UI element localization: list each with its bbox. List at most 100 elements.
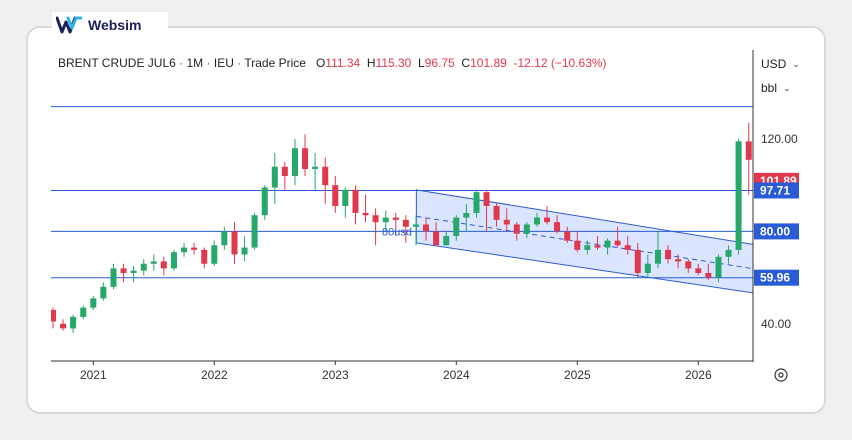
candle[interactable]: [261, 185, 268, 220]
candle[interactable]: [322, 157, 329, 204]
candle[interactable]: [735, 139, 742, 255]
interval-label[interactable]: 1M: [186, 56, 204, 70]
candle[interactable]: [181, 242, 188, 257]
y-tick-label: 40.00: [761, 317, 791, 331]
plot-area[interactable]: 80usd: [50, 106, 762, 334]
candle[interactable]: [171, 249, 177, 271]
candle[interactable]: [413, 215, 419, 246]
candle[interactable]: [665, 245, 672, 264]
candle[interactable]: [271, 152, 278, 204]
candle[interactable]: [130, 266, 137, 283]
candle[interactable]: [80, 305, 87, 320]
candle-body: [624, 245, 631, 250]
symbol-name[interactable]: BRENT CRUDE JUL6: [58, 56, 176, 70]
candle[interactable]: [150, 254, 157, 271]
currency-select[interactable]: USD ⌄: [756, 54, 806, 74]
candle[interactable]: [281, 162, 288, 190]
candle[interactable]: [201, 247, 208, 269]
candle[interactable]: [292, 139, 298, 186]
candle[interactable]: [392, 212, 399, 237]
price-annotation[interactable]: 80usd: [382, 226, 412, 238]
candle[interactable]: [675, 254, 682, 269]
candle[interactable]: [564, 226, 571, 243]
price-label[interactable]: 97.71: [754, 182, 799, 199]
candle[interactable]: [624, 236, 631, 255]
candle[interactable]: [544, 205, 551, 225]
currency-label: USD: [761, 57, 787, 71]
candle-body: [463, 212, 470, 218]
candle[interactable]: [715, 254, 722, 283]
candle[interactable]: [745, 122, 752, 195]
candle[interactable]: [352, 185, 359, 225]
candle-body: [423, 224, 430, 232]
candle[interactable]: [302, 134, 309, 176]
candle-body: [312, 166, 319, 170]
candle[interactable]: [160, 256, 167, 276]
candle[interactable]: [655, 231, 661, 269]
candle[interactable]: [312, 152, 319, 190]
candle[interactable]: [110, 263, 117, 290]
brand-name: Websim: [88, 17, 142, 33]
price-label[interactable]: 80.00: [754, 223, 799, 240]
candle[interactable]: [100, 282, 107, 301]
candle[interactable]: [463, 203, 470, 232]
candle[interactable]: [90, 296, 97, 310]
candle[interactable]: [604, 238, 611, 255]
candle[interactable]: [221, 226, 228, 250]
candle[interactable]: [685, 259, 692, 273]
candle[interactable]: [453, 215, 460, 241]
candle[interactable]: [372, 208, 379, 246]
candle[interactable]: [140, 259, 147, 276]
candle[interactable]: [473, 189, 480, 218]
candle[interactable]: [231, 222, 238, 264]
candle[interactable]: [513, 222, 520, 241]
reset-view-button[interactable]: [774, 368, 788, 382]
candle[interactable]: [614, 226, 621, 248]
low-label: L: [418, 56, 425, 70]
candle[interactable]: [554, 215, 561, 234]
unit-select[interactable]: bbl ⌄: [756, 78, 806, 98]
candle[interactable]: [70, 314, 77, 334]
candle-body: [372, 215, 379, 223]
gear-icon[interactable]: [774, 368, 788, 382]
candle-body: [483, 192, 490, 206]
candle[interactable]: [644, 254, 651, 278]
candle-body: [675, 259, 682, 262]
candle[interactable]: [342, 187, 349, 218]
candle[interactable]: [574, 231, 581, 253]
candle[interactable]: [191, 242, 198, 255]
candle[interactable]: [423, 217, 430, 241]
candle[interactable]: [584, 240, 591, 255]
candle[interactable]: [594, 236, 601, 250]
candle[interactable]: [493, 203, 500, 227]
candle[interactable]: [695, 263, 702, 276]
candle[interactable]: [402, 215, 409, 243]
high-value: 115.30: [375, 56, 412, 70]
candle-body: [443, 236, 450, 246]
candle[interactable]: [443, 231, 450, 246]
candle[interactable]: [382, 210, 389, 232]
candle[interactable]: [251, 212, 258, 250]
candle[interactable]: [534, 212, 540, 227]
candle[interactable]: [503, 208, 510, 232]
candle-body: [342, 189, 349, 206]
time-axis[interactable]: 2021 2022 2023 2024 2025 2026: [80, 361, 712, 382]
open-label: O: [315, 56, 326, 70]
candle[interactable]: [241, 236, 248, 262]
candle[interactable]: [483, 189, 490, 232]
candle[interactable]: [50, 307, 56, 329]
candle[interactable]: [60, 319, 67, 331]
candle[interactable]: [362, 194, 369, 223]
candle[interactable]: [433, 222, 440, 246]
candle[interactable]: [523, 222, 530, 239]
candle[interactable]: [634, 242, 641, 278]
price-label-text: 59.96: [760, 271, 790, 285]
candle[interactable]: [705, 263, 712, 280]
candle[interactable]: [332, 175, 339, 213]
candle[interactable]: [725, 245, 732, 264]
price-label[interactable]: 59.96: [754, 269, 799, 286]
candle[interactable]: [120, 263, 127, 283]
candle[interactable]: [211, 240, 218, 267]
